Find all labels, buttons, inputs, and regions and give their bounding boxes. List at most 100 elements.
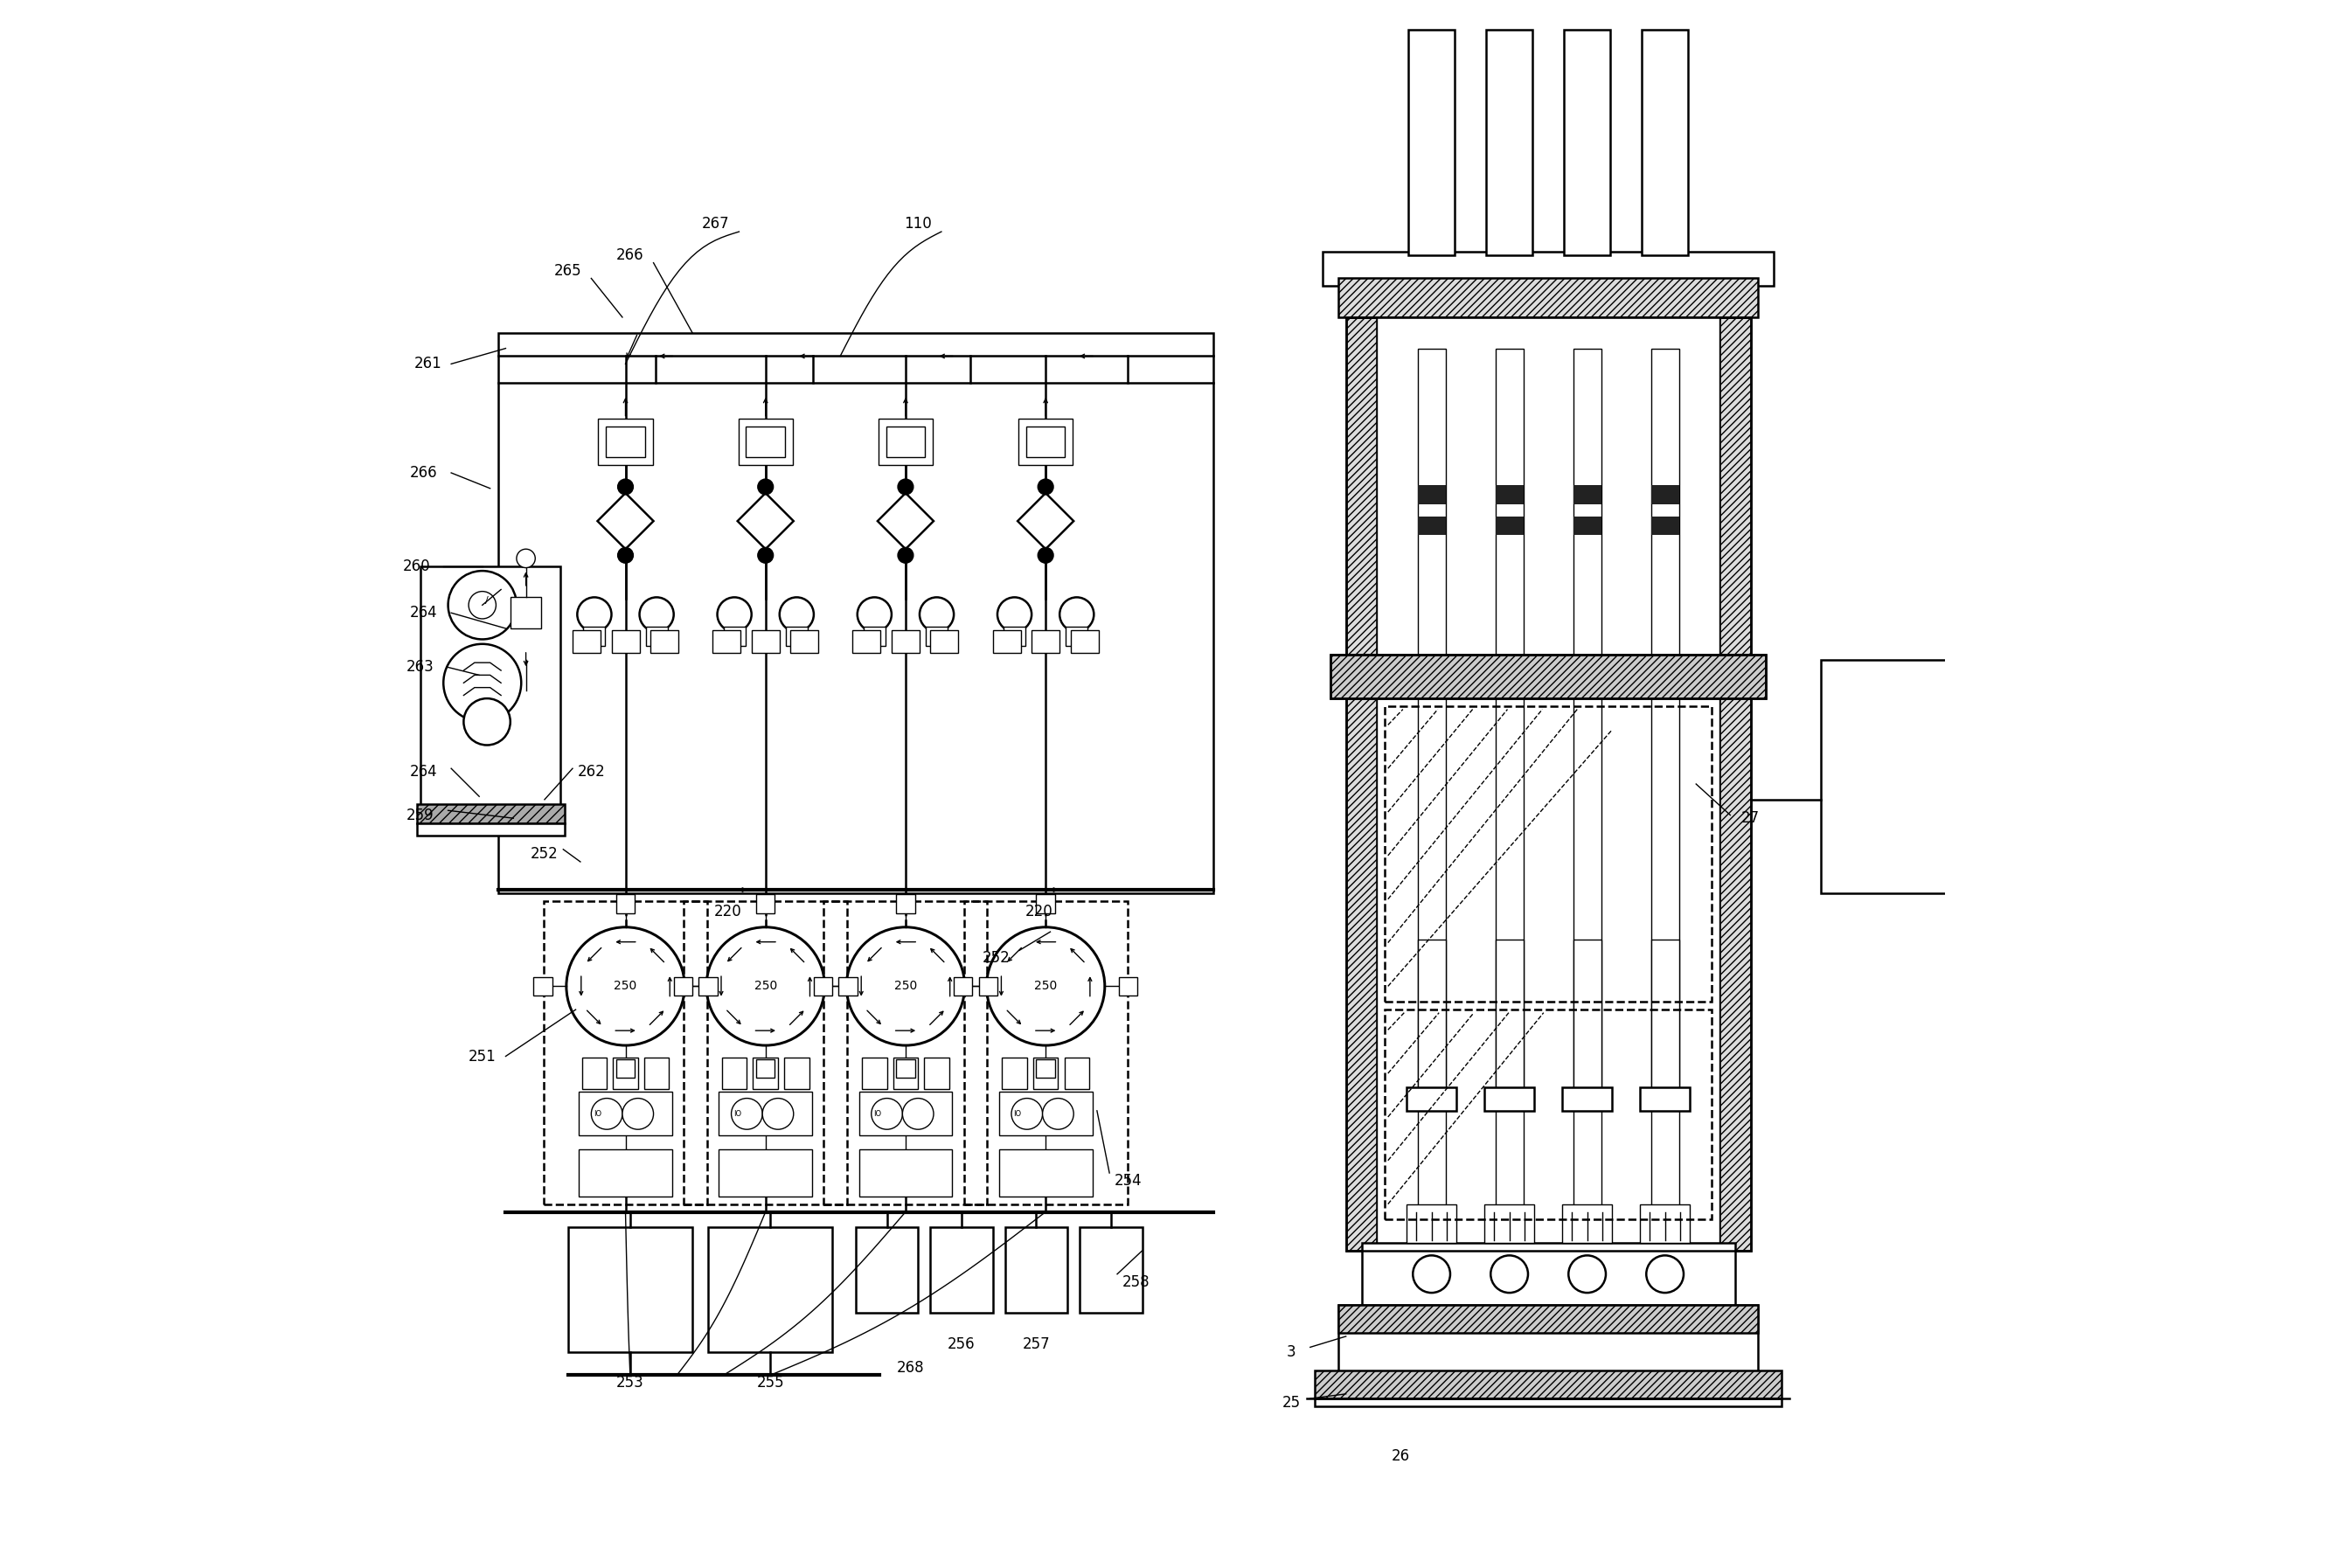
- Bar: [859, 1091, 952, 1135]
- Text: IO: IO: [733, 1110, 742, 1118]
- Bar: [955, 977, 973, 996]
- Bar: [999, 1149, 1092, 1196]
- Bar: [896, 894, 915, 913]
- Bar: [572, 630, 600, 654]
- Text: 250: 250: [894, 980, 917, 993]
- Bar: [1573, 485, 1601, 503]
- Circle shape: [448, 571, 516, 640]
- Circle shape: [899, 547, 913, 563]
- Circle shape: [1568, 1256, 1606, 1292]
- Text: 252: 252: [530, 847, 558, 862]
- Circle shape: [871, 1098, 903, 1129]
- Bar: [712, 630, 740, 654]
- Bar: [707, 1228, 833, 1352]
- Bar: [1720, 317, 1750, 1251]
- Circle shape: [1039, 547, 1053, 563]
- Bar: [1487, 30, 1533, 256]
- Bar: [598, 419, 654, 466]
- Bar: [579, 1091, 672, 1135]
- Bar: [644, 1058, 670, 1088]
- Circle shape: [899, 480, 913, 494]
- Text: 3: 3: [1286, 1344, 1295, 1359]
- Bar: [1081, 1228, 1141, 1312]
- Circle shape: [1412, 1256, 1449, 1292]
- Bar: [752, 630, 780, 654]
- Bar: [647, 627, 668, 646]
- Text: IO: IO: [873, 1110, 882, 1118]
- Bar: [1496, 516, 1524, 535]
- Bar: [859, 1149, 952, 1196]
- Bar: [1564, 30, 1610, 256]
- Circle shape: [707, 927, 824, 1046]
- Polygon shape: [1018, 492, 1074, 549]
- Text: 220: 220: [1025, 903, 1053, 919]
- Circle shape: [591, 1098, 623, 1129]
- Circle shape: [1645, 1256, 1683, 1292]
- Bar: [1314, 1370, 1781, 1399]
- Bar: [724, 627, 745, 646]
- Circle shape: [997, 597, 1032, 632]
- Bar: [747, 426, 784, 458]
- Bar: [1323, 252, 1774, 285]
- Bar: [418, 804, 565, 823]
- Bar: [1650, 348, 1678, 1220]
- Bar: [738, 419, 794, 466]
- Bar: [1484, 1087, 1533, 1110]
- Bar: [420, 566, 560, 815]
- Bar: [1377, 317, 1720, 1251]
- Bar: [931, 630, 959, 654]
- Bar: [756, 1060, 775, 1079]
- Circle shape: [1039, 480, 1053, 494]
- Bar: [1484, 1204, 1533, 1243]
- Bar: [1650, 516, 1678, 535]
- Bar: [616, 1060, 635, 1079]
- Bar: [675, 977, 693, 996]
- Bar: [1330, 655, 1767, 698]
- Bar: [857, 1228, 917, 1312]
- Bar: [607, 426, 644, 458]
- Text: 25: 25: [1281, 1396, 1300, 1411]
- Bar: [1561, 1087, 1613, 1110]
- Circle shape: [567, 927, 684, 1046]
- Bar: [992, 630, 1020, 654]
- Bar: [964, 900, 1127, 1204]
- Text: 258: 258: [1123, 1275, 1151, 1290]
- Bar: [1407, 1087, 1456, 1110]
- Circle shape: [469, 591, 497, 619]
- Bar: [892, 630, 920, 654]
- Polygon shape: [878, 492, 934, 549]
- Bar: [1641, 1204, 1690, 1243]
- Circle shape: [516, 549, 534, 568]
- Bar: [924, 1058, 950, 1088]
- Text: 220: 220: [714, 903, 742, 919]
- Bar: [1118, 977, 1137, 996]
- Text: 257: 257: [1022, 1336, 1050, 1352]
- Bar: [978, 977, 997, 996]
- Bar: [1417, 485, 1445, 503]
- Bar: [931, 1228, 992, 1312]
- Polygon shape: [598, 492, 654, 549]
- Bar: [614, 1058, 637, 1088]
- Bar: [1573, 939, 1601, 1094]
- Bar: [1314, 1399, 1781, 1406]
- Bar: [616, 894, 635, 913]
- Bar: [861, 1058, 887, 1088]
- Bar: [1573, 516, 1601, 535]
- Circle shape: [1491, 1256, 1529, 1292]
- Bar: [1064, 1058, 1090, 1088]
- Text: IO: IO: [593, 1110, 602, 1118]
- Text: 255: 255: [756, 1375, 784, 1391]
- Bar: [1337, 1305, 1758, 1333]
- Bar: [511, 597, 541, 629]
- Bar: [1650, 939, 1678, 1094]
- Text: 256: 256: [948, 1336, 976, 1352]
- Bar: [1407, 30, 1454, 256]
- Text: 264: 264: [408, 764, 436, 779]
- Bar: [1384, 706, 1711, 1002]
- Circle shape: [1060, 597, 1095, 632]
- Circle shape: [576, 597, 612, 632]
- Bar: [534, 977, 553, 996]
- Text: 254: 254: [1113, 1173, 1141, 1189]
- Bar: [999, 1091, 1092, 1135]
- Bar: [698, 977, 717, 996]
